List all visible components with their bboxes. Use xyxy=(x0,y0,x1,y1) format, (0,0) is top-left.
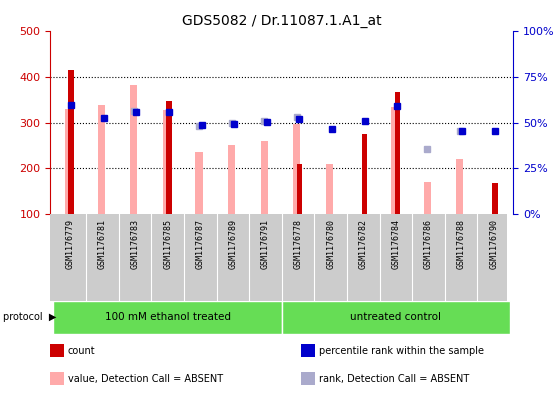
Text: GSM1176785: GSM1176785 xyxy=(163,219,172,268)
Bar xyxy=(297,164,302,214)
Text: 100 mM ethanol treated: 100 mM ethanol treated xyxy=(105,312,230,322)
Bar xyxy=(228,145,235,214)
Bar xyxy=(424,182,431,214)
Text: GSM1176781: GSM1176781 xyxy=(98,219,107,268)
Bar xyxy=(130,85,137,214)
Text: rank, Detection Call = ABSENT: rank, Detection Call = ABSENT xyxy=(319,374,469,384)
Text: GSM1176783: GSM1176783 xyxy=(131,219,140,268)
Bar xyxy=(50,344,64,357)
Bar xyxy=(395,92,400,214)
Text: protocol  ▶: protocol ▶ xyxy=(3,312,56,322)
Text: GSM1176789: GSM1176789 xyxy=(228,219,237,268)
Bar xyxy=(69,70,74,214)
Text: GSM1176779: GSM1176779 xyxy=(65,219,74,268)
Bar xyxy=(362,134,367,214)
Bar xyxy=(163,110,170,214)
Title: GDS5082 / Dr.11087.1.A1_at: GDS5082 / Dr.11087.1.A1_at xyxy=(182,14,382,28)
Bar xyxy=(195,152,203,214)
Bar xyxy=(456,159,464,214)
Bar xyxy=(293,124,300,214)
Bar xyxy=(98,105,105,214)
Text: GSM1176780: GSM1176780 xyxy=(326,219,335,268)
Text: untreated control: untreated control xyxy=(350,312,441,322)
Bar xyxy=(326,164,333,214)
Bar xyxy=(65,109,72,214)
Text: count: count xyxy=(68,345,95,356)
Text: GSM1176786: GSM1176786 xyxy=(424,219,433,268)
Text: GSM1176790: GSM1176790 xyxy=(489,219,498,268)
Text: GSM1176791: GSM1176791 xyxy=(261,219,270,268)
Text: GSM1176784: GSM1176784 xyxy=(392,219,401,268)
Text: percentile rank within the sample: percentile rank within the sample xyxy=(319,345,484,356)
Text: GSM1176782: GSM1176782 xyxy=(359,219,368,268)
Text: value, Detection Call = ABSENT: value, Detection Call = ABSENT xyxy=(68,374,223,384)
Bar xyxy=(50,373,64,385)
Text: GSM1176787: GSM1176787 xyxy=(196,219,205,268)
Text: GSM1176788: GSM1176788 xyxy=(456,219,466,268)
Bar xyxy=(301,373,315,385)
Bar xyxy=(493,183,498,214)
Bar xyxy=(391,107,398,214)
Bar xyxy=(54,301,282,334)
Bar xyxy=(301,344,315,357)
Bar xyxy=(166,101,171,214)
Text: GSM1176778: GSM1176778 xyxy=(294,219,302,268)
Bar xyxy=(261,141,268,214)
Bar xyxy=(282,301,510,334)
